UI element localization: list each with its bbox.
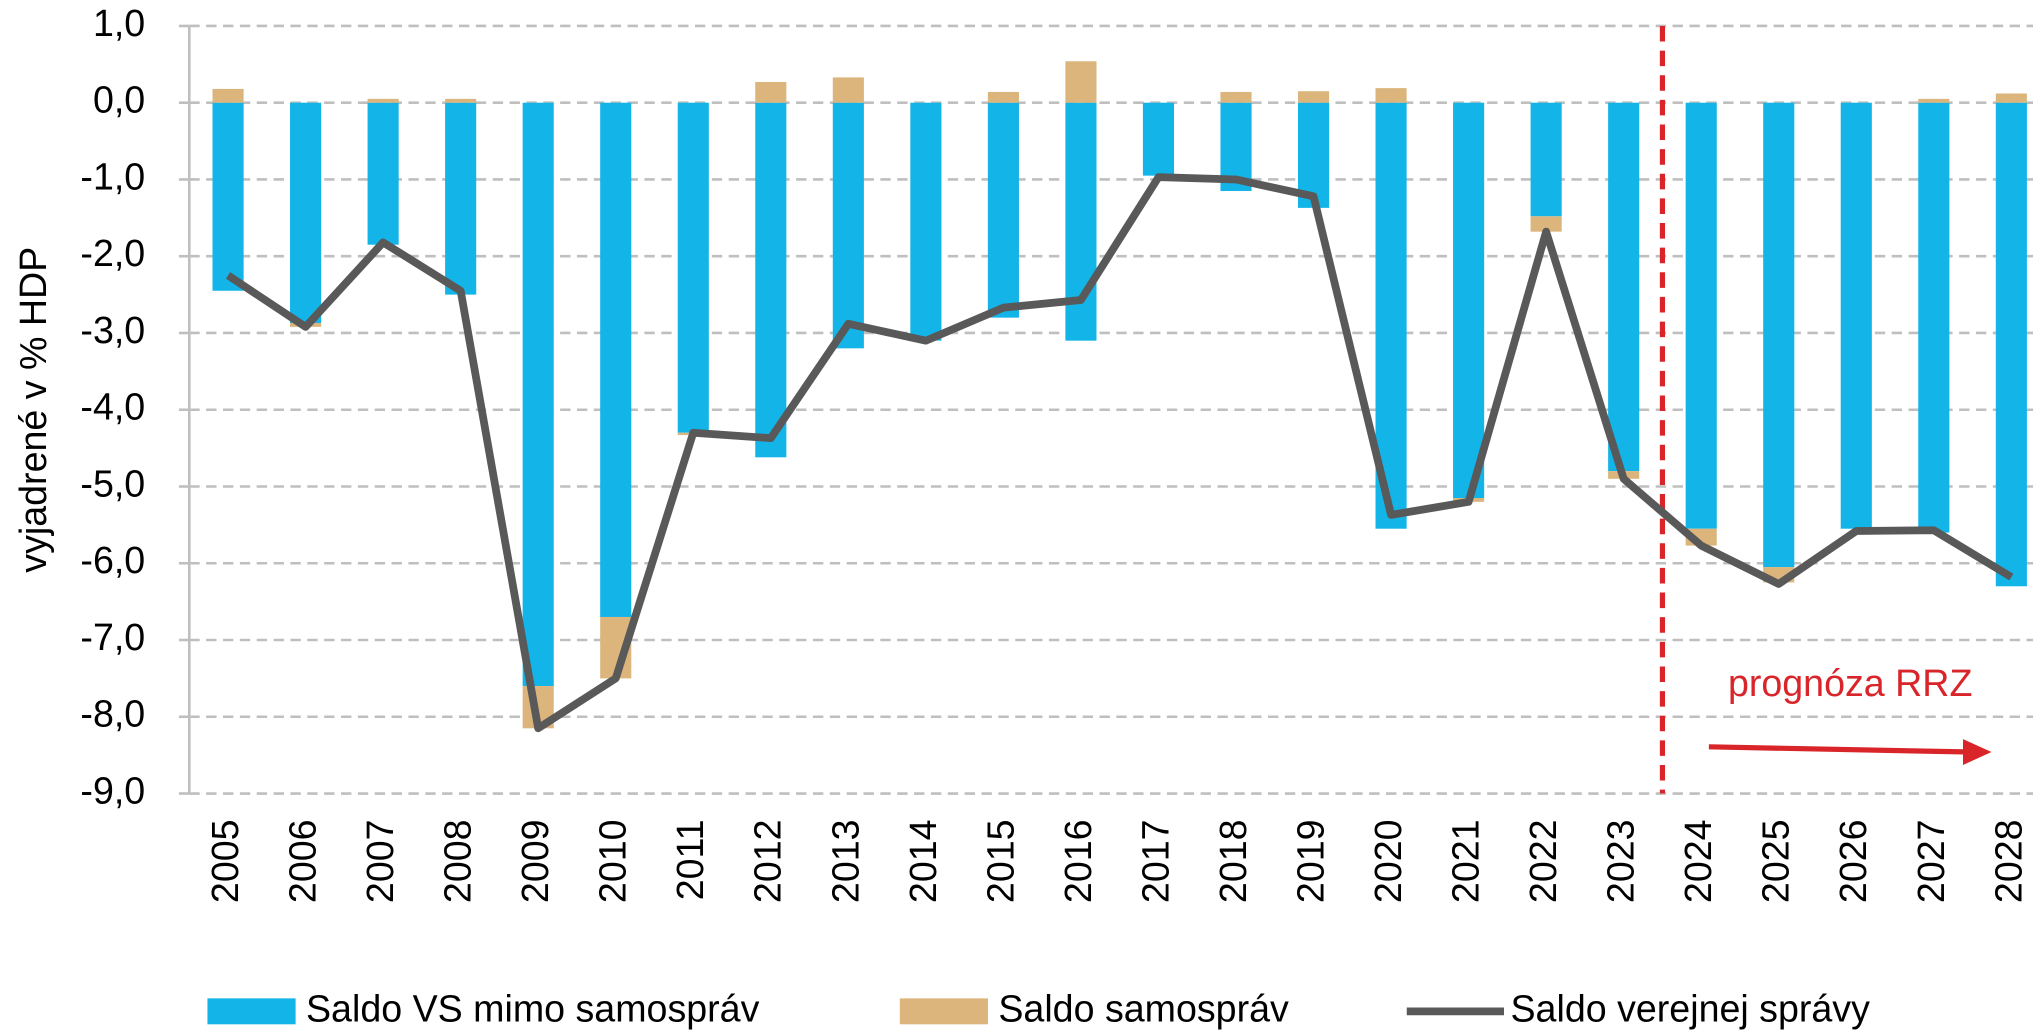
legend-label: Saldo verejnej správy	[1510, 987, 1870, 1029]
x-tick-label: 2005	[204, 819, 246, 903]
y-tick-label: -8,0	[80, 693, 145, 735]
x-tick-label: 2023	[1600, 819, 1642, 903]
y-tick-label: -1,0	[80, 155, 145, 197]
bar	[445, 98, 477, 103]
x-tick-label: 2016	[1057, 819, 1099, 903]
bar	[212, 102, 244, 291]
bar	[832, 77, 864, 103]
bar	[367, 102, 399, 245]
y-tick-label: -9,0	[80, 769, 145, 811]
bar	[1530, 216, 1562, 232]
bar	[1065, 61, 1097, 103]
bar	[1297, 91, 1330, 103]
bar	[1995, 93, 2027, 103]
bar	[1220, 91, 1252, 103]
x-tick-label: 2027	[1910, 819, 1952, 903]
bar	[1995, 102, 2027, 587]
bar	[367, 98, 399, 103]
bar	[522, 102, 554, 687]
x-tick-label: 2020	[1367, 819, 1409, 903]
bar	[987, 102, 1019, 318]
bar	[1530, 102, 1562, 217]
legend-label: Saldo samospráv	[998, 987, 1289, 1029]
bar	[755, 81, 787, 103]
plot: 1,0 0,0 -1,0 -2,0 -3,0 -4,0 -5,0 -6,0 -7,0 -8,0 -9…	[80, 2, 2033, 903]
legend-label: Saldo VS mimo samospráv	[306, 987, 760, 1029]
bar	[910, 102, 942, 341]
bar	[1375, 88, 1407, 103]
x-tick-label: 2012	[747, 819, 789, 903]
x-tick-label: 2009	[514, 819, 556, 903]
bar	[1918, 102, 1950, 533]
y-tick-label: 1,0	[93, 2, 145, 44]
bar	[1918, 98, 1950, 103]
bar	[290, 102, 322, 324]
bar	[445, 102, 477, 295]
bar	[987, 91, 1019, 103]
line	[225, 173, 2014, 733]
x-tick-label: 2010	[592, 819, 634, 903]
annotation: prognóza RRZ	[1728, 662, 1972, 704]
bar	[1065, 102, 1097, 341]
x-tick-label: 2019	[1289, 819, 1331, 903]
x-tick-label: 2011	[669, 819, 711, 900]
bar	[1453, 102, 1485, 499]
x-tick-label: 2006	[282, 819, 324, 903]
x-tick-label: 2018	[1212, 819, 1254, 903]
y-tick-label: -2,0	[80, 232, 145, 274]
bar	[1142, 102, 1175, 176]
bar	[1763, 102, 1795, 568]
bar	[600, 102, 632, 617]
arrow-head	[1962, 739, 1992, 765]
arrow	[1708, 744, 1971, 755]
legend-swatch	[207, 998, 296, 1025]
x-tick-label: 2028	[1987, 819, 2029, 903]
y-tick-label: -7,0	[80, 616, 145, 658]
x-tick-label: 2013	[824, 819, 866, 903]
x-tick-label: 2025	[1755, 819, 1797, 903]
y-axis-label: vyjadrené v % HDP	[12, 247, 54, 573]
y-tick-label: -3,0	[80, 309, 145, 351]
x-tick-label: 2026	[1832, 819, 1874, 903]
x-tick-label: 2007	[359, 819, 401, 903]
bar	[832, 102, 864, 349]
bar	[1608, 102, 1640, 472]
x-tick-label: 2014	[902, 819, 944, 903]
bar	[1685, 102, 1717, 529]
bar	[212, 88, 244, 103]
y-tick-label: -4,0	[80, 386, 145, 428]
y-tick-label: -6,0	[80, 539, 145, 581]
x-tick-label: 2017	[1134, 819, 1176, 903]
bar	[755, 102, 787, 458]
x-tick-label: 2022	[1522, 819, 1564, 903]
y-tick-label: -5,0	[80, 462, 145, 504]
bar	[1840, 102, 1872, 529]
legend-swatch	[899, 998, 988, 1025]
x-tick-label: 2015	[979, 819, 1021, 903]
y-tick-label: 0,0	[93, 79, 145, 121]
x-tick-label: 2008	[437, 819, 479, 903]
x-tick-label: 2021	[1445, 819, 1487, 903]
x-tick-label: 2024	[1677, 819, 1719, 903]
bar	[677, 102, 709, 433]
